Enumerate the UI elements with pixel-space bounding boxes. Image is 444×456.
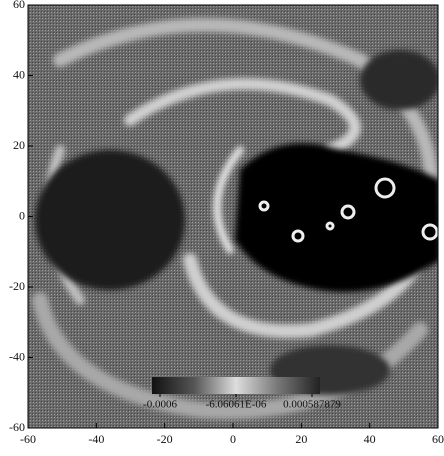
y-tick-label: 20 [13,138,25,152]
y-tick-label: -20 [9,279,25,293]
x-tick-label: -40 [88,432,104,446]
y-tick-label: -60 [9,420,25,434]
y-tick-label: 0 [19,208,25,222]
field [28,5,438,428]
x-tick-label: 40 [364,432,376,446]
x-tick-label: 60 [432,432,444,446]
x-tick-label: -60 [20,432,36,446]
y-tick-label: -40 [9,349,25,363]
colorbar-tick-label: 0.000587879 [283,399,341,411]
y-tick-label: 40 [13,67,25,81]
colorbar-tick-label: -6.06061E-06 [206,399,267,411]
colorbar-tick-label: -0.0006 [143,399,177,411]
x-tick-label: 20 [295,432,307,446]
y-tick-label: 60 [13,0,25,11]
x-tick-label: 0 [230,432,236,446]
colorbar [152,377,320,394]
x-tick-label: -20 [157,432,173,446]
